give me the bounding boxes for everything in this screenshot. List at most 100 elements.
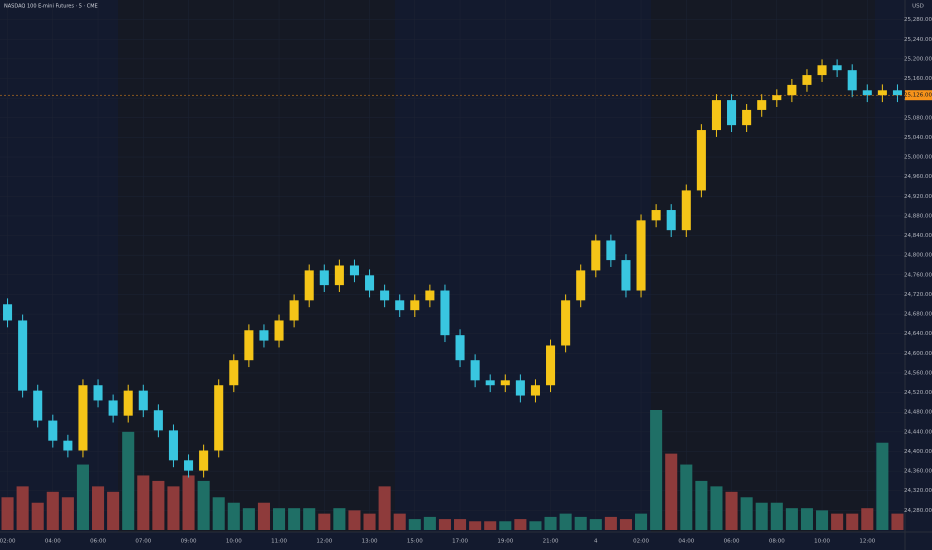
y-tick-label: 24,600.00 (904, 351, 932, 357)
x-tick-label: 10:00 (226, 539, 242, 545)
candle-body (832, 65, 842, 71)
volume-bar (710, 486, 723, 530)
y-tick-label: 25,000.00 (904, 155, 932, 161)
y-tick-label: 24,440.00 (904, 429, 932, 435)
candle-body (772, 95, 782, 101)
x-tick-label: 09:00 (181, 539, 197, 545)
last-price-box (905, 90, 932, 101)
volume-bar (182, 475, 195, 530)
x-tick-label: 11:00 (271, 539, 287, 545)
y-tick-label: 24,800.00 (904, 253, 932, 259)
volume-bar (785, 508, 798, 530)
volume-bar (544, 516, 557, 530)
candle-body (289, 300, 299, 321)
candle-body (244, 330, 254, 361)
volume-bar (725, 491, 738, 530)
volume-bar (16, 486, 29, 530)
volume-bar (242, 508, 255, 530)
candle-body (666, 210, 676, 231)
x-tick-label: 02:00 (0, 539, 16, 545)
candle-body (470, 360, 480, 381)
candle-body (214, 385, 224, 451)
candle-body (727, 100, 737, 126)
volume-bar (619, 519, 632, 530)
candle-body (561, 300, 571, 346)
candle-body (440, 290, 450, 336)
candle-body (380, 290, 390, 301)
candle-body (530, 385, 540, 396)
x-tick-label: 04:00 (678, 539, 694, 545)
volume-bar (408, 519, 421, 530)
candle-body (892, 90, 902, 96)
x-tick-label: 04:00 (45, 539, 61, 545)
volume-bar (861, 508, 874, 530)
candle-body (636, 220, 646, 291)
volume-bar (680, 464, 693, 530)
candle-body (757, 100, 767, 110)
currency: USD (912, 4, 924, 10)
volume-bar (107, 491, 120, 530)
y-tick-label: 24,640.00 (904, 331, 932, 337)
candle-body (365, 275, 375, 291)
candle-body (425, 290, 435, 301)
volume-bar (76, 464, 89, 530)
volume-bar (816, 510, 829, 530)
y-tick-label: 24,280.00 (904, 508, 932, 514)
candle-body (485, 380, 495, 386)
volume-bar (46, 491, 59, 530)
volume-bar (800, 508, 813, 530)
volume-bar (378, 486, 391, 530)
candle-body (229, 360, 239, 386)
y-tick-label: 25,160.00 (904, 76, 932, 82)
candle-body (606, 240, 616, 261)
volume-bar (499, 521, 512, 530)
volume-bar (665, 453, 678, 530)
x-tick-label: 13:00 (362, 539, 378, 545)
volume-bar (755, 502, 768, 530)
last-price-label: 25,126.00 (904, 93, 932, 99)
volume-bar (529, 521, 542, 530)
x-tick-label: 12:00 (859, 539, 875, 545)
volume-bar (604, 516, 617, 530)
candle-body (123, 390, 133, 416)
volume-bar (152, 480, 165, 530)
candle-body (3, 304, 13, 321)
candle-body (651, 210, 661, 221)
candle-body (93, 385, 103, 401)
y-tick-label: 24,320.00 (904, 488, 932, 494)
x-tick-label: 10:00 (814, 539, 830, 545)
candle-body (847, 70, 857, 91)
x-tick-label: 12:00 (316, 539, 332, 545)
volume-bar (273, 508, 286, 530)
candle-body (696, 130, 706, 191)
session-shade (118, 0, 395, 532)
volume-bar (770, 502, 783, 530)
y-tick-label: 25,240.00 (904, 37, 932, 43)
candle-body (711, 100, 721, 131)
candle-body (199, 450, 209, 471)
volume-bar (393, 513, 406, 530)
x-tick-label: 4 (594, 539, 598, 545)
volume-bar (514, 519, 527, 530)
volume (1, 410, 904, 530)
volume-bar (589, 519, 602, 530)
volume-bar (197, 480, 210, 530)
volume-bar (348, 510, 361, 530)
candle-body (274, 320, 284, 341)
volume-bar (318, 513, 331, 530)
candles (3, 59, 902, 478)
candle-body (334, 265, 344, 286)
y-tick-label: 24,480.00 (904, 410, 932, 416)
candle-body (108, 400, 118, 416)
candle-body (349, 265, 359, 276)
volume-bar (61, 497, 74, 530)
y-tick-label: 25,080.00 (904, 115, 932, 121)
volume-bar (288, 508, 301, 530)
candle-body (546, 345, 556, 386)
y-tick-label: 25,200.00 (904, 56, 932, 62)
volume-bar (303, 508, 316, 530)
x-tick-label: 15:00 (407, 539, 423, 545)
volume-bar (846, 513, 859, 530)
